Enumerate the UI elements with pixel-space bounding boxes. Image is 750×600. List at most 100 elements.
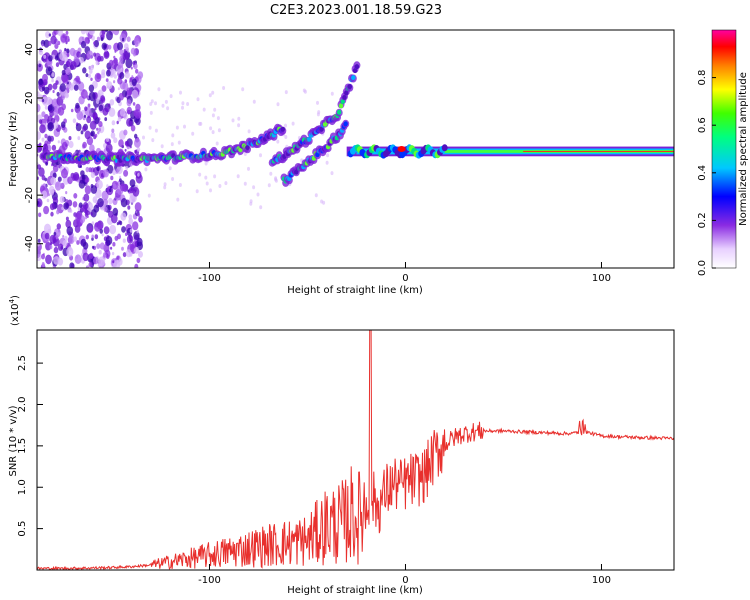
heatmap-noise-point xyxy=(98,256,106,267)
heatmap-noise-point xyxy=(56,96,64,106)
heatmap-noise-point xyxy=(85,265,90,268)
heatmap-noise-point xyxy=(112,68,116,75)
snr-y-tick-label: 1.5 xyxy=(17,438,28,454)
heatmap-noise-point xyxy=(87,50,93,59)
heatmap-noise-point xyxy=(45,162,48,166)
heatmap-noise-point xyxy=(144,167,148,172)
snr-y-tick-label: 2.0 xyxy=(17,397,28,413)
heatmap-noise-point xyxy=(93,256,99,265)
heatmap-noise-point xyxy=(55,62,60,68)
heatmap-noise-point xyxy=(74,151,77,155)
heatmap-noise-point xyxy=(37,131,41,140)
heatmap-noise-point xyxy=(132,102,136,106)
heatmap-noise-point xyxy=(113,30,120,36)
heatmap-noise-point xyxy=(61,183,64,187)
heatmap-noise-point xyxy=(78,202,83,208)
heatmap-noise-point xyxy=(66,226,74,236)
heatmap-noise-point xyxy=(130,66,133,70)
heatmap-noise-point xyxy=(127,205,131,210)
heatmap-noise-point xyxy=(117,87,120,91)
heatmap-y-tick-label: 20 xyxy=(24,92,35,105)
track-point xyxy=(354,64,360,70)
heatmap-noise-point xyxy=(213,107,217,112)
heatmap-noise-point xyxy=(98,249,102,255)
heatmap-noise-point xyxy=(83,114,87,118)
heatmap-noise-point xyxy=(256,192,260,197)
heatmap-noise-point xyxy=(70,61,77,70)
heatmap-noise-point xyxy=(109,188,112,192)
heatmap-noise-point xyxy=(73,193,78,199)
heatmap-noise-point xyxy=(88,167,92,173)
heatmap-noise-point xyxy=(38,49,44,56)
track-point xyxy=(352,68,358,74)
heatmap-noise-point xyxy=(101,30,106,35)
heatmap-noise-point xyxy=(330,91,334,96)
heatmap-noise-point xyxy=(236,174,240,179)
heatmap-noise-point xyxy=(186,102,190,106)
heatmap-noise-point xyxy=(149,102,153,106)
heatmap-noise-point xyxy=(110,175,114,181)
heatmap-noise-point xyxy=(284,135,288,139)
heatmap-noise-point xyxy=(122,51,130,61)
heatmap-noise-point xyxy=(218,184,222,188)
heatmap-noise-point xyxy=(112,183,117,189)
heatmap-noise-point xyxy=(320,199,324,204)
heatmap-noise-point xyxy=(135,173,143,184)
heatmap-noise-point xyxy=(237,123,241,128)
heatmap-noise-point xyxy=(252,185,256,190)
heatmap-noise-point xyxy=(99,228,103,234)
heatmap-noise-point xyxy=(49,185,55,194)
heatmap-noise-point xyxy=(116,222,119,226)
colorbar: 0.0 0.2 0.4 0.6 0.8 Normalized spectral ampl… xyxy=(697,29,749,276)
heatmap-noise-point xyxy=(241,87,245,92)
track-point xyxy=(351,75,356,81)
heatmap-noise-point xyxy=(49,234,57,244)
heatmap-noise-point xyxy=(74,149,80,156)
carrier-peak xyxy=(397,146,406,152)
heatmap-noise-point xyxy=(101,190,109,201)
heatmap-noise-point xyxy=(42,98,45,103)
heatmap-noise-point xyxy=(134,41,139,48)
heatmap-axes: -100 0 100 -40 -20 0 20 40 xyxy=(24,43,611,284)
heatmap-noise-point xyxy=(259,153,262,158)
heatmap-noise-point xyxy=(72,118,77,124)
heatmap-noise-point xyxy=(53,246,59,254)
heatmap-noise-point xyxy=(112,207,119,216)
heatmap-noise-point xyxy=(231,118,235,123)
heatmap-noise-point xyxy=(61,69,66,76)
heatmap-noise-point xyxy=(170,142,174,147)
heatmap-noise-point xyxy=(216,116,220,121)
heatmap-noise-point xyxy=(37,198,43,208)
heatmap-noise-point xyxy=(91,245,95,249)
heatmap-noise-point xyxy=(133,196,136,200)
heatmap-noise-point xyxy=(131,75,134,78)
heatmap-noise-point xyxy=(90,77,93,82)
heatmap-noise-point xyxy=(73,80,76,83)
heatmap-noise-point xyxy=(122,238,126,243)
heatmap-noise-point xyxy=(55,80,59,85)
heatmap-noise-point xyxy=(61,168,68,179)
track-point xyxy=(319,126,324,132)
heatmap-noise-point xyxy=(89,120,97,130)
heatmap-noise-point xyxy=(276,102,280,107)
heatmap-noise-point xyxy=(93,40,99,48)
heatmap-noise-point xyxy=(80,40,87,49)
heatmap-noise-point xyxy=(147,193,151,198)
heatmap-noise-point xyxy=(123,169,129,177)
heatmap-noise-point xyxy=(209,126,213,131)
heatmap-noise-point xyxy=(67,209,70,213)
heatmap-noise-point xyxy=(106,137,110,142)
heatmap-noise-point xyxy=(92,111,98,120)
heatmap-carrier xyxy=(346,144,674,159)
heatmap-noise-point xyxy=(44,114,49,121)
heatmap-noise-point xyxy=(86,215,89,219)
heatmap-noise-point xyxy=(121,226,126,233)
heatmap-noise-point xyxy=(67,176,73,185)
heatmap-noise-point xyxy=(111,251,115,256)
heatmap-noise-point xyxy=(274,178,278,183)
heatmap-noise-point xyxy=(84,130,91,140)
heatmap-noise-point xyxy=(117,65,121,70)
heatmap-noise-point xyxy=(45,254,52,265)
heatmap-noise-point xyxy=(85,216,88,220)
heatmap-noise-point xyxy=(113,137,118,144)
